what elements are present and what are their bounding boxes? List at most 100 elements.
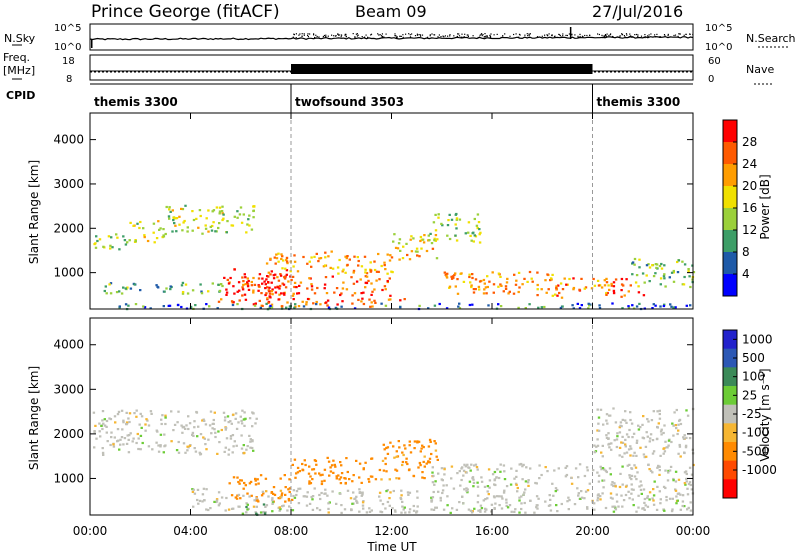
heat-cell (445, 275, 448, 278)
heat-cell (488, 486, 491, 489)
heat-cell (385, 446, 388, 450)
heat-cell (199, 283, 202, 286)
heat-cell (620, 277, 624, 281)
heat-cell (683, 451, 686, 455)
heat-cell (265, 504, 269, 507)
heat-cell (240, 447, 244, 450)
heat-cell (264, 283, 267, 286)
heat-cell (176, 421, 179, 424)
heat-cell (246, 445, 249, 448)
heat-cell (430, 452, 433, 456)
heat-cell (232, 413, 235, 416)
search-count-dot (307, 33, 309, 35)
heat-cell (197, 425, 200, 428)
search-count-dot (325, 34, 327, 36)
heat-cell (169, 288, 172, 291)
heat-cell (201, 500, 204, 503)
heat-cell (346, 255, 349, 258)
heat-cell (245, 511, 248, 514)
heat-cell (129, 432, 132, 435)
search-count-dot (325, 36, 327, 38)
heat-cell (638, 258, 641, 261)
heat-cell (131, 440, 134, 443)
heat-cell (160, 422, 163, 426)
heat-cell (213, 411, 216, 414)
heat-cell (299, 487, 302, 490)
heat-cell (241, 512, 245, 515)
heat-cell (218, 441, 221, 444)
heat-cell (254, 302, 257, 305)
heat-cell (674, 424, 677, 427)
heat-cell (649, 437, 652, 440)
heat-cell (564, 475, 568, 478)
heat-cell (232, 445, 235, 448)
heat-cell (265, 490, 268, 493)
heat-cell (613, 482, 616, 485)
heat-cell (672, 477, 675, 481)
heat-cell (320, 491, 323, 495)
search-count-dot (323, 34, 326, 37)
heat-cell (521, 478, 524, 481)
heat-cell (605, 436, 609, 439)
heat-cell (515, 469, 518, 472)
heat-cell (450, 465, 454, 468)
heat-cell (149, 307, 152, 310)
heat-cell (271, 288, 274, 291)
heat-cell (328, 474, 331, 477)
heat-cell (455, 227, 458, 230)
heat-cell (192, 218, 196, 222)
heat-cell (632, 488, 635, 491)
search-count-dot (460, 36, 462, 38)
heat-cell (277, 279, 281, 282)
heat-cell (495, 495, 499, 498)
heat-cell (313, 487, 316, 490)
search-count-dot (396, 36, 398, 38)
heat-cell (195, 217, 198, 220)
heat-cell (687, 506, 690, 509)
heat-cell (684, 446, 688, 449)
heat-cell (491, 473, 495, 476)
heat-cell (613, 505, 616, 508)
heat-cell (643, 456, 646, 459)
heat-cell (365, 281, 369, 285)
search-tick-top: 10^5 (705, 23, 732, 34)
heat-cell (669, 303, 672, 306)
heat-cell (593, 451, 596, 454)
heat-cell (177, 451, 181, 454)
heat-cell (601, 479, 604, 482)
heat-cell (263, 280, 266, 283)
heat-cell (317, 260, 320, 263)
heat-cell (498, 495, 501, 498)
heat-cell (506, 277, 509, 280)
heat-cell (373, 299, 376, 302)
search-count-dot (295, 37, 297, 39)
heat-cell (381, 503, 385, 506)
heat-cell (362, 468, 365, 471)
heat-cell (605, 413, 609, 416)
search-count-dot (396, 36, 398, 38)
heat-cell (646, 435, 649, 438)
heat-cell (477, 221, 481, 224)
search-count-dot (399, 35, 401, 37)
heat-cell (248, 417, 252, 420)
heat-cell (421, 476, 424, 479)
heat-cell (648, 498, 651, 501)
search-count-dot (529, 33, 531, 35)
heat-cell (160, 418, 163, 421)
heat-cell (635, 274, 639, 277)
heat-cell (651, 439, 655, 442)
heat-cell (184, 451, 187, 454)
search-count-dot (490, 36, 492, 38)
heat-cell (524, 511, 527, 514)
heat-cell (238, 299, 241, 302)
heat-cell (520, 507, 523, 511)
heat-cell (202, 436, 205, 439)
heat-cell (224, 446, 227, 449)
search-count-dot (367, 36, 369, 38)
heat-cell (442, 508, 446, 511)
heat-cell (629, 454, 632, 457)
heat-cell (249, 438, 252, 441)
heat-cell (622, 499, 626, 502)
heat-cell (630, 478, 633, 481)
heat-cell (324, 276, 328, 279)
